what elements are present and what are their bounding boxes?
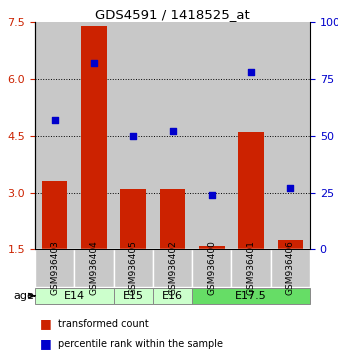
FancyBboxPatch shape [271, 250, 310, 286]
Text: GSM936403: GSM936403 [50, 240, 59, 296]
Text: E14: E14 [64, 291, 85, 301]
Bar [238, 132, 264, 250]
Text: E17.5: E17.5 [235, 291, 267, 301]
Point [130, 133, 136, 138]
Text: GSM936401: GSM936401 [247, 240, 256, 296]
Text: transformed count: transformed count [58, 319, 149, 329]
Text: GSM936406: GSM936406 [286, 240, 295, 296]
FancyBboxPatch shape [114, 250, 153, 286]
Point [209, 192, 215, 198]
Bar [74, 22, 114, 250]
FancyBboxPatch shape [192, 288, 310, 304]
Bar [199, 246, 224, 250]
Bar [271, 22, 310, 250]
FancyBboxPatch shape [114, 288, 153, 304]
Point [170, 129, 175, 134]
FancyBboxPatch shape [232, 250, 271, 286]
FancyBboxPatch shape [153, 250, 192, 286]
Point [248, 69, 254, 75]
Text: age: age [13, 291, 34, 301]
Bar [81, 26, 107, 250]
Bar [232, 22, 271, 250]
FancyBboxPatch shape [74, 250, 114, 286]
FancyBboxPatch shape [35, 288, 114, 304]
Bar [114, 22, 153, 250]
Text: GSM936400: GSM936400 [207, 240, 216, 296]
Bar [153, 22, 192, 250]
Title: GDS4591 / 1418525_at: GDS4591 / 1418525_at [95, 8, 250, 21]
Text: ■: ■ [40, 318, 52, 331]
Text: E16: E16 [162, 291, 183, 301]
Text: GSM936405: GSM936405 [129, 240, 138, 296]
Text: GSM936402: GSM936402 [168, 241, 177, 295]
Bar [192, 22, 232, 250]
Text: GSM936404: GSM936404 [90, 241, 98, 295]
Bar [35, 22, 74, 250]
FancyBboxPatch shape [153, 288, 192, 304]
Text: E15: E15 [123, 291, 144, 301]
FancyBboxPatch shape [35, 250, 74, 286]
Bar [120, 189, 146, 250]
FancyBboxPatch shape [192, 250, 232, 286]
Bar [160, 189, 185, 250]
Bar [277, 240, 303, 250]
Point [288, 185, 293, 191]
Point [91, 60, 97, 66]
Text: ■: ■ [40, 337, 52, 350]
Text: percentile rank within the sample: percentile rank within the sample [58, 339, 223, 349]
Point [52, 117, 57, 122]
Bar [42, 181, 67, 250]
